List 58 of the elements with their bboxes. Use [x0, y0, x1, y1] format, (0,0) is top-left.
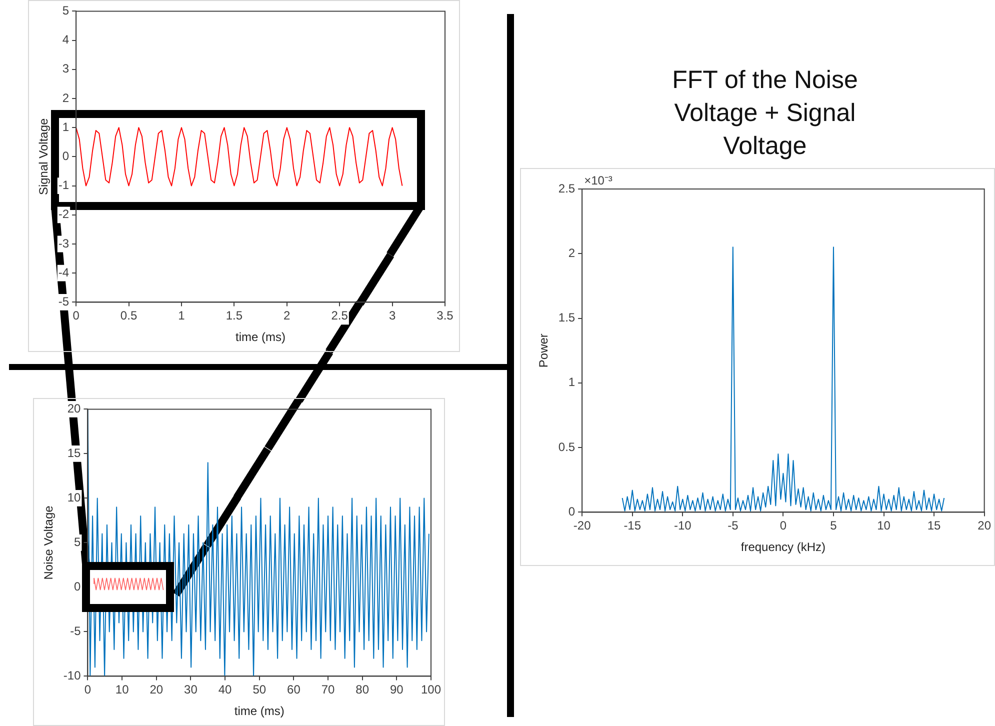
- y-axis-title: Power: [536, 334, 551, 368]
- y-axis-title: Noise Voltage: [42, 505, 56, 580]
- x-tick-label: 0: [780, 518, 787, 533]
- y-tick-label: 1: [62, 120, 70, 134]
- x-tick-label: 10: [877, 518, 891, 533]
- x-tick-label: 3.5: [436, 308, 454, 323]
- x-tick-label: 60: [287, 682, 301, 697]
- y-tick-label: 0: [62, 149, 70, 164]
- x-tick-label: 30: [184, 682, 198, 697]
- x-tick-label: 80: [356, 682, 370, 697]
- x-tick-label: 20: [978, 518, 992, 533]
- y-tick-label: 10: [67, 490, 82, 505]
- text: ×10⁻³: [584, 173, 612, 188]
- y-tick-label: 0: [568, 504, 576, 519]
- x-tick-label: 1.5: [226, 308, 243, 323]
- y-tick-label: 2: [62, 90, 70, 105]
- x-tick-label: 90: [390, 682, 404, 697]
- y-tick-label: 2: [568, 246, 576, 260]
- y-tick-label: -3: [58, 236, 70, 250]
- y-tick-label: -2: [58, 207, 70, 222]
- x-tick-label: 5: [830, 518, 838, 533]
- y-tick-label: -4: [58, 265, 70, 280]
- y-tick-label: 2.5: [558, 181, 576, 196]
- y-tick-label: 0.5: [558, 440, 576, 454]
- y-tick-label: 5: [62, 4, 70, 18]
- x-tick-label: 2.5: [331, 308, 348, 323]
- y-tick-label: -5: [58, 294, 70, 309]
- x-axis-title: time (ms): [236, 330, 286, 344]
- y-tick-label: 3: [62, 62, 70, 76]
- y-axis-title: Signal Voltage: [36, 118, 51, 196]
- y-tick-label: 0: [74, 580, 82, 594]
- x-tick-label: 10: [115, 682, 130, 697]
- y-tick-label: -1: [58, 178, 70, 192]
- y-tick-label: -10: [63, 668, 82, 683]
- y-tick-label: 20: [67, 402, 82, 416]
- x-tick-label: 0: [84, 682, 92, 697]
- x-tick-label: 70: [321, 682, 336, 697]
- chart-title: FFT of the Noise Voltage + Signal Voltage: [671, 65, 859, 162]
- x-tick-label: 15: [927, 518, 942, 533]
- x-tick-label: 50: [252, 682, 266, 697]
- x-tick-label: -5: [728, 518, 739, 533]
- x-tick-label: -20: [573, 518, 592, 533]
- x-tick-label: 3: [388, 308, 396, 323]
- x-tick-label: 0.5: [120, 308, 138, 323]
- x-axis-title: time (ms): [234, 704, 284, 718]
- y-tick-label: 15: [67, 446, 82, 460]
- x-axis-title: frequency (kHz): [740, 540, 826, 554]
- x-tick-label: -10: [674, 518, 692, 533]
- y-tick-label: -5: [70, 624, 82, 638]
- y-tick-label: 1: [568, 375, 576, 390]
- x-tick-label: 20: [150, 682, 164, 697]
- x-tick-label: 40: [218, 682, 232, 697]
- x-tick-label: 2: [284, 308, 291, 323]
- x-tick-label: -15: [624, 518, 642, 533]
- y-tick-label: 4: [62, 32, 70, 47]
- x-tick-label: 1: [178, 308, 186, 323]
- y-tick-label: 5: [74, 535, 82, 550]
- x-tick-label: 100: [420, 682, 442, 697]
